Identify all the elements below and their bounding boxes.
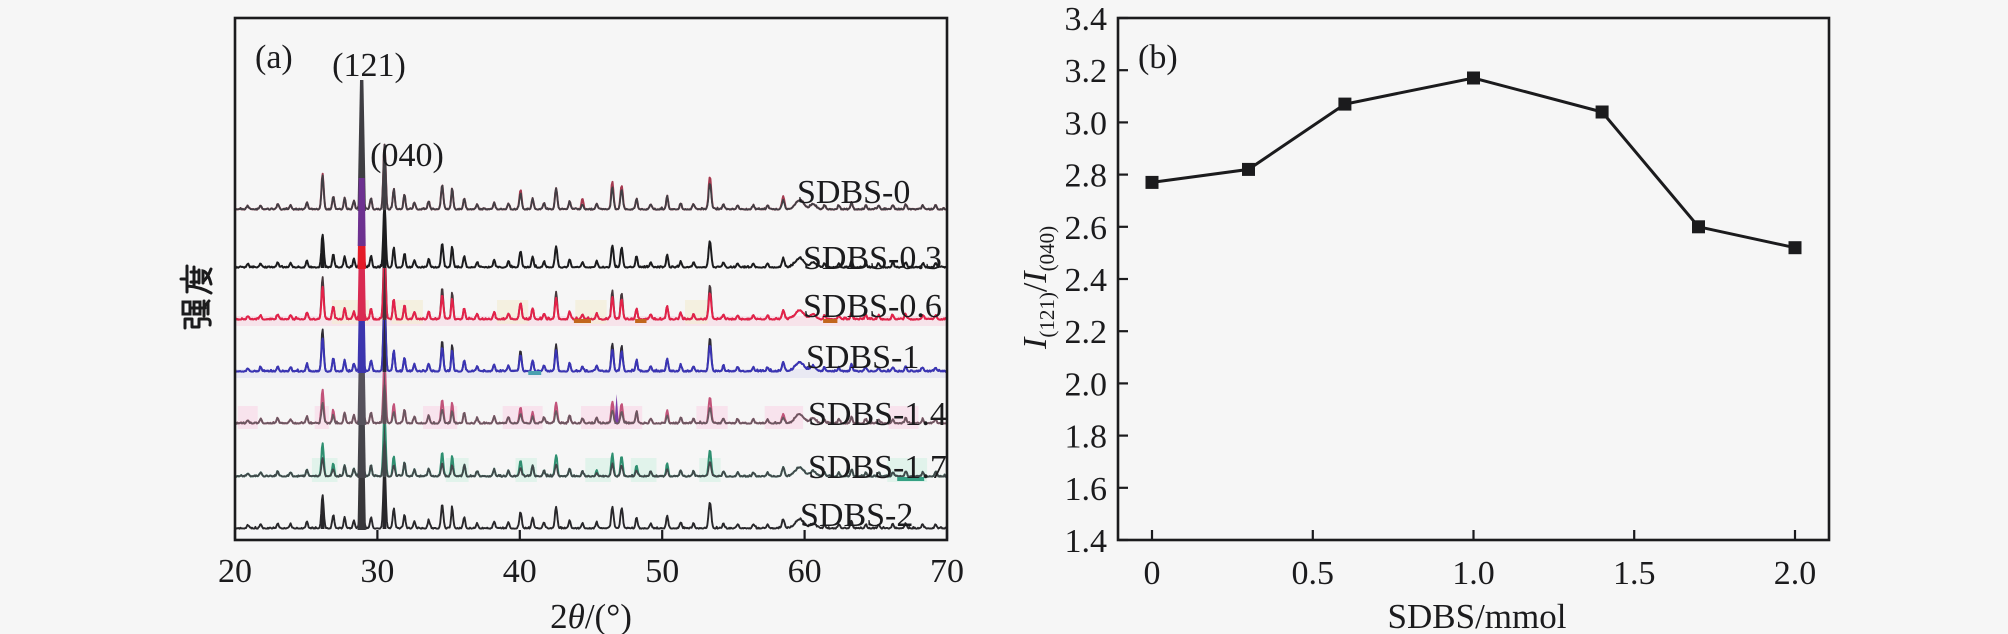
svg-text:0: 0	[1144, 555, 1161, 592]
svg-text:SDBS-1.7: SDBS-1.7	[808, 449, 947, 486]
svg-text:30: 30	[360, 553, 394, 590]
svg-text:3.0: 3.0	[1065, 105, 1108, 142]
svg-text:SDBS-0: SDBS-0	[797, 174, 910, 211]
svg-text:SDBS-2: SDBS-2	[800, 497, 913, 534]
svg-text:SDBS-0.3: SDBS-0.3	[803, 240, 942, 277]
svg-text:SDBS-1: SDBS-1	[806, 339, 919, 376]
svg-text:1.6: 1.6	[1065, 471, 1108, 508]
svg-text:1.0: 1.0	[1452, 555, 1495, 592]
svg-text:0.5: 0.5	[1292, 555, 1335, 592]
svg-text:2.2: 2.2	[1065, 314, 1108, 351]
svg-text:60: 60	[788, 553, 822, 590]
svg-text:2.0: 2.0	[1065, 366, 1108, 403]
svg-text:(a): (a)	[255, 39, 293, 76]
svg-text:2.6: 2.6	[1065, 210, 1108, 247]
svg-text:2.4: 2.4	[1065, 262, 1108, 299]
svg-text:20: 20	[218, 553, 252, 590]
svg-text:1.8: 1.8	[1065, 419, 1108, 456]
svg-text:SDBS-1.4: SDBS-1.4	[808, 396, 947, 433]
svg-text:1.5: 1.5	[1613, 555, 1656, 592]
svg-text:1.4: 1.4	[1065, 523, 1108, 560]
svg-text:(b): (b)	[1138, 39, 1178, 76]
svg-text:2θ/(°): 2θ/(°)	[550, 597, 632, 634]
svg-text:40: 40	[503, 553, 537, 590]
svg-text:(040): (040)	[370, 137, 444, 174]
svg-text:50: 50	[645, 553, 679, 590]
svg-text:2.8: 2.8	[1065, 158, 1108, 195]
svg-text:SDBS/mmol: SDBS/mmol	[1388, 597, 1567, 634]
svg-text:3.2: 3.2	[1065, 53, 1108, 90]
svg-text:2.0: 2.0	[1774, 555, 1817, 592]
svg-text:3.4: 3.4	[1065, 1, 1108, 38]
svg-text:70: 70	[930, 553, 964, 590]
svg-text:SDBS-0.6: SDBS-0.6	[803, 288, 942, 325]
svg-text:(121): (121)	[332, 47, 406, 84]
svg-text:I(121)/I(040): I(121)/I(040)	[1017, 226, 1059, 350]
